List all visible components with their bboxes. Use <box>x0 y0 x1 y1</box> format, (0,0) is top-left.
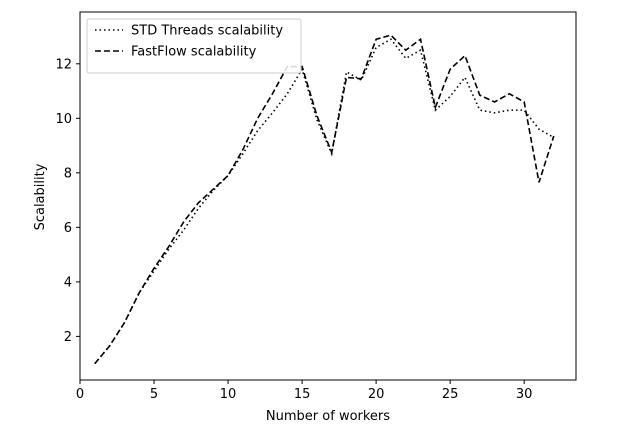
y-tick-label: 4 <box>64 275 72 290</box>
x-tick-label: 0 <box>76 387 84 402</box>
x-tick-label: 5 <box>150 387 158 402</box>
plot-area: 0 5 10 15 20 25 30 2 4 6 8 10 12 <box>55 11 577 402</box>
legend-entry-1: STD Threads scalability <box>131 24 283 39</box>
legend: STD Threads scalability FastFlow scalabil… <box>86 18 302 74</box>
y-tick-label: 6 <box>64 221 72 236</box>
x-tick-label: 25 <box>442 387 459 402</box>
legend-entry-2: FastFlow scalability <box>131 45 257 60</box>
x-tick-label: 20 <box>368 387 385 402</box>
y-tick-label: 8 <box>64 166 72 181</box>
series-line-2 <box>94 34 555 365</box>
y-axis-label: Scalability <box>33 163 48 230</box>
x-axis-label: Number of workers <box>266 409 390 424</box>
legend-box <box>86 18 302 74</box>
x-tick-label: 30 <box>516 387 533 402</box>
axes-frame <box>79 11 577 381</box>
y-tick-label: 12 <box>55 57 72 72</box>
y-tick-label: 2 <box>64 330 72 345</box>
y-tick-label: 10 <box>55 112 72 127</box>
x-tick-label: 15 <box>294 387 311 402</box>
x-tick-label: 10 <box>220 387 237 402</box>
series-line-1 <box>94 38 555 365</box>
